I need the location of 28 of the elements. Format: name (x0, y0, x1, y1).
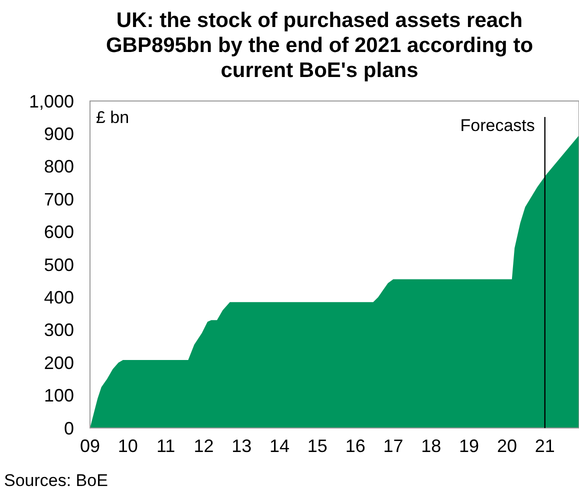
x-tick-label: 15 (307, 436, 328, 456)
x-tick-label: 17 (383, 436, 404, 456)
x-tick-label: 14 (270, 436, 290, 456)
x-tick-label: 09 (80, 436, 100, 456)
x-tick-label: 19 (459, 436, 480, 456)
y-tick-label: 900 (44, 124, 74, 144)
x-tick-label: 21 (534, 436, 555, 456)
y-axis-title: £ bn (96, 108, 130, 127)
x-tick-label: 18 (421, 436, 442, 456)
x-tick-label: 20 (496, 436, 517, 456)
y-tick-label: 1,000 (28, 91, 74, 112)
y-tick-label: 700 (44, 189, 74, 210)
y-tick-label: 0 (64, 418, 74, 438)
x-tick-label: 12 (194, 436, 214, 456)
y-tick-label: 400 (44, 288, 74, 308)
y-tick-label: 100 (44, 386, 74, 406)
x-tick-label: 10 (118, 436, 138, 456)
y-tick-label: 300 (44, 320, 74, 340)
y-tick-label: 600 (44, 222, 74, 242)
y-tick-label: 800 (44, 156, 74, 177)
source-note: Sources: BoE (4, 471, 108, 490)
x-tick-label: 13 (232, 436, 252, 456)
x-tick-label: 11 (156, 436, 176, 456)
y-tick-label: 200 (44, 352, 74, 373)
x-tick-label: 16 (345, 436, 366, 456)
y-tick-label: 500 (44, 254, 74, 275)
ref-line-label: Forecasts (460, 116, 535, 135)
chart-title: UK: the stock of purchased assets reach GBP895bn by the end of 2021 according to current BoE's plans (104, 8, 534, 83)
